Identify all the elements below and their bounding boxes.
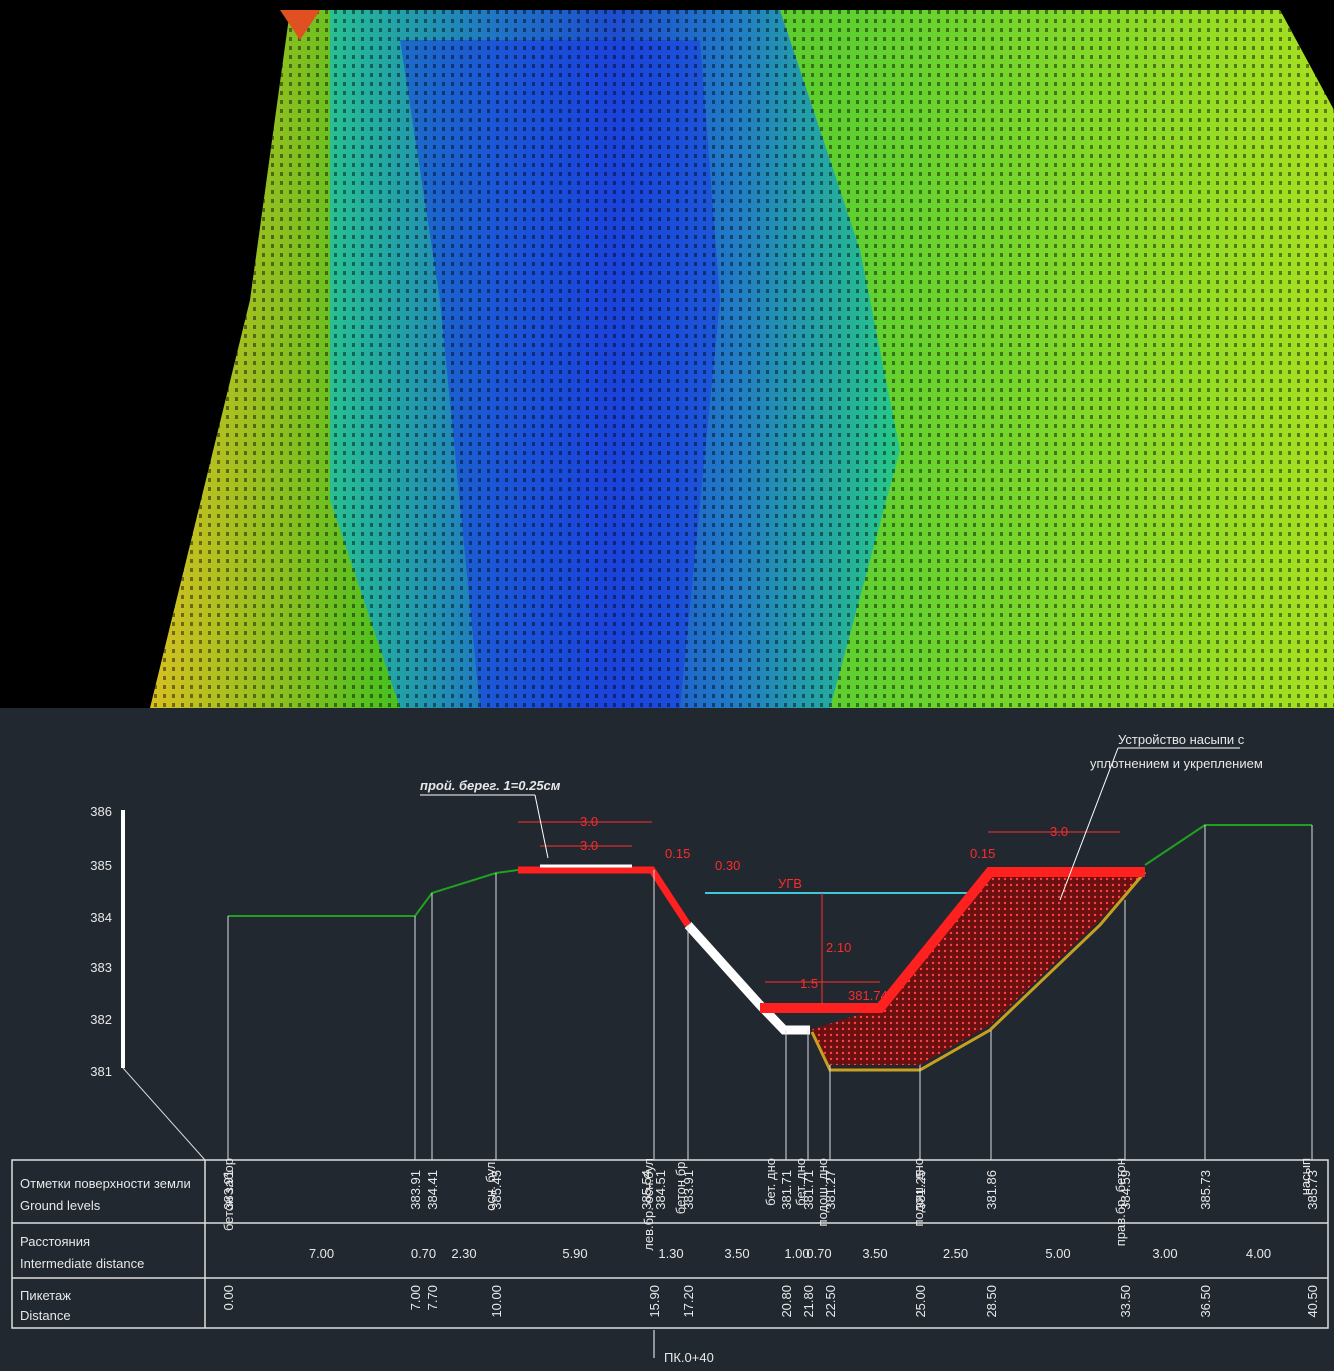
- ground-level: 385.73: [1305, 1170, 1320, 1210]
- dimension: 3.0: [580, 814, 598, 829]
- dimension: 0.15: [665, 846, 690, 861]
- distance: 5.00: [1045, 1246, 1070, 1261]
- dimension: 3.0: [1050, 824, 1068, 839]
- ground-level: 381.25: [913, 1170, 928, 1210]
- ground-level: 381.71: [779, 1170, 794, 1210]
- piket: 7.70: [425, 1285, 440, 1310]
- piket: 25.00: [913, 1285, 928, 1318]
- distance: 0.70: [411, 1246, 436, 1261]
- piket: 15.90: [647, 1285, 662, 1318]
- piket: 10.00: [489, 1285, 504, 1318]
- piket: 0.00: [221, 1285, 236, 1310]
- distance: 3.00: [1152, 1246, 1177, 1261]
- ground-level: 385.73: [1198, 1170, 1213, 1210]
- dimension: 1.5: [800, 976, 818, 991]
- distance: 1.30: [658, 1246, 683, 1261]
- piket: 40.50: [1305, 1285, 1320, 1318]
- distance: 4.00: [1246, 1246, 1271, 1261]
- scale-label: 383: [90, 960, 112, 975]
- ground-level: 383.91: [681, 1170, 696, 1210]
- scale-label: 382: [90, 1012, 112, 1027]
- annotation: прой. берег. 1=0.25см: [420, 778, 561, 793]
- piket: 7.00: [408, 1285, 423, 1310]
- ground-level: 384.59: [1118, 1170, 1133, 1210]
- ground-level: 381.27: [823, 1170, 838, 1210]
- row-label: Отметки поверхности земли: [20, 1176, 191, 1191]
- ground-level: 384.41: [425, 1170, 440, 1210]
- piket: 36.50: [1198, 1285, 1213, 1318]
- dimension: 3.0: [580, 838, 598, 853]
- scale-label: 386: [90, 804, 112, 819]
- dimension: 0.30: [715, 858, 740, 873]
- ground-level: 383.91: [408, 1170, 423, 1210]
- dimension: 381.74: [848, 988, 888, 1003]
- dimension: 2.10: [826, 940, 851, 955]
- scale-label: 385: [90, 858, 112, 873]
- annotation: Устройство насыпи с: [1118, 732, 1245, 747]
- piket: 17.20: [681, 1285, 696, 1318]
- ground-level: 385.45: [489, 1170, 504, 1210]
- row-label: Пикетаж: [20, 1288, 71, 1303]
- row-label: Ground levels: [20, 1198, 101, 1213]
- ground-level: 385.54: [639, 1170, 654, 1210]
- distance: 5.90: [562, 1246, 587, 1261]
- ground-level: 384.51: [653, 1170, 668, 1210]
- distance: 2.30: [451, 1246, 476, 1261]
- row-label: Intermediate distance: [20, 1256, 144, 1271]
- page: {"drawing":{ "annotations":{"top_left":"…: [0, 0, 1334, 1371]
- row-label: Distance: [20, 1308, 71, 1323]
- annotation: уплотнением и укреплением: [1090, 756, 1263, 771]
- distance: 2.50: [943, 1246, 968, 1261]
- dimension: 0.15: [970, 846, 995, 861]
- distance: 3.50: [724, 1246, 749, 1261]
- point-cloud-render: [0, 0, 1334, 708]
- distance: 7.00: [309, 1246, 334, 1261]
- distance: 3.50: [862, 1246, 887, 1261]
- piket: 20.80: [779, 1285, 794, 1318]
- ground-level: 381.71: [801, 1170, 816, 1210]
- ground-level: 381.86: [984, 1170, 999, 1210]
- scale-label: 384: [90, 910, 112, 925]
- piket: 21.80: [801, 1285, 816, 1318]
- distance: 0.70: [806, 1246, 831, 1261]
- ground-level: 383.91: [221, 1170, 236, 1210]
- scale-label: 381: [90, 1064, 112, 1079]
- station-name: бет. дно: [763, 1158, 778, 1206]
- piket: 22.50: [823, 1285, 838, 1318]
- piket: 33.50: [1118, 1285, 1133, 1318]
- row-label: Расстояния: [20, 1234, 90, 1249]
- annotation: ПК.0+40: [664, 1350, 714, 1365]
- piket: 28.50: [984, 1285, 999, 1318]
- annotation: УГВ: [778, 876, 802, 891]
